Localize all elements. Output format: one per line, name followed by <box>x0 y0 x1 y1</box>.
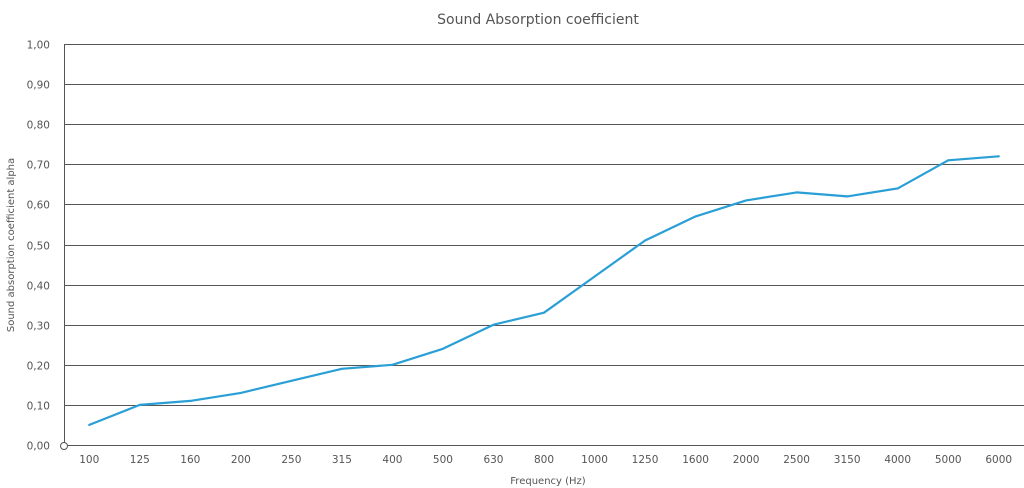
y-tick-label: 0,50 <box>27 241 50 253</box>
x-tick-label: 3150 <box>834 454 861 466</box>
x-axis-ticks: 100 125 160 200 250 315 400 500 630 800 1000 1250 16… <box>79 454 1012 466</box>
x-tick-label: 800 <box>534 454 554 466</box>
grid <box>60 44 1024 450</box>
y-tick-label: 0,90 <box>27 80 50 92</box>
data-point <box>239 391 242 394</box>
x-tick-label: 2500 <box>783 454 810 466</box>
x-tick-label: 160 <box>180 454 200 466</box>
data-point <box>290 379 293 382</box>
data-point <box>138 403 141 406</box>
data-point <box>593 275 596 278</box>
data-point <box>896 187 899 190</box>
x-tick-label: 250 <box>281 454 301 466</box>
y-axis-ticks: 0,00 0,10 0,20 0,30 0,40 0,50 0,60 0,70 0,80 0,90… <box>27 40 50 453</box>
x-tick-label: 1600 <box>682 454 709 466</box>
y-tick-label: 0,30 <box>27 321 50 333</box>
y-tick-label: 0,60 <box>27 200 50 212</box>
x-axis-label: Frequency (Hz) <box>510 476 586 487</box>
data-point <box>340 367 343 370</box>
data-point <box>441 347 444 350</box>
x-tick-label: 500 <box>433 454 453 466</box>
data-point <box>947 159 950 162</box>
chart-title: Sound Absorption coefficient <box>437 12 639 28</box>
x-tick-label: 630 <box>483 454 503 466</box>
data-point <box>997 155 1000 158</box>
y-axis-label: Sound absorption coefficient alpha <box>6 158 17 332</box>
y-tick-label: 0,40 <box>27 281 50 293</box>
x-tick-label: 125 <box>130 454 150 466</box>
y-tick-label: 0,70 <box>27 160 50 172</box>
series <box>88 155 1000 426</box>
data-point <box>846 195 849 198</box>
data-point <box>745 199 748 202</box>
x-tick-label: 400 <box>382 454 402 466</box>
y-tick-label: 0,00 <box>27 441 50 453</box>
data-point <box>543 311 545 314</box>
series-line <box>88 155 1000 426</box>
x-tick-label: 1250 <box>632 454 659 466</box>
x-tick-label: 5000 <box>935 454 962 466</box>
data-point <box>694 215 697 218</box>
data-point <box>391 363 394 366</box>
data-point <box>644 239 647 242</box>
x-tick-label: 200 <box>231 454 251 466</box>
y-tick-label: 1,00 <box>27 40 50 52</box>
x-tick-label: 4000 <box>884 454 911 466</box>
data-point <box>189 399 192 402</box>
x-tick-label: 315 <box>332 454 352 466</box>
y-tick-label: 0,20 <box>27 361 50 373</box>
data-point <box>88 423 91 426</box>
x-tick-label: 100 <box>79 454 99 466</box>
y-tick-label: 0,80 <box>27 120 50 132</box>
data-point <box>795 191 798 194</box>
origin-marker <box>60 442 68 450</box>
y-tick-label: 0,10 <box>27 401 50 413</box>
x-tick-label: 1000 <box>581 454 608 466</box>
x-tick-label: 6000 <box>985 454 1012 466</box>
x-tick-label: 2000 <box>733 454 760 466</box>
data-point <box>492 323 495 326</box>
